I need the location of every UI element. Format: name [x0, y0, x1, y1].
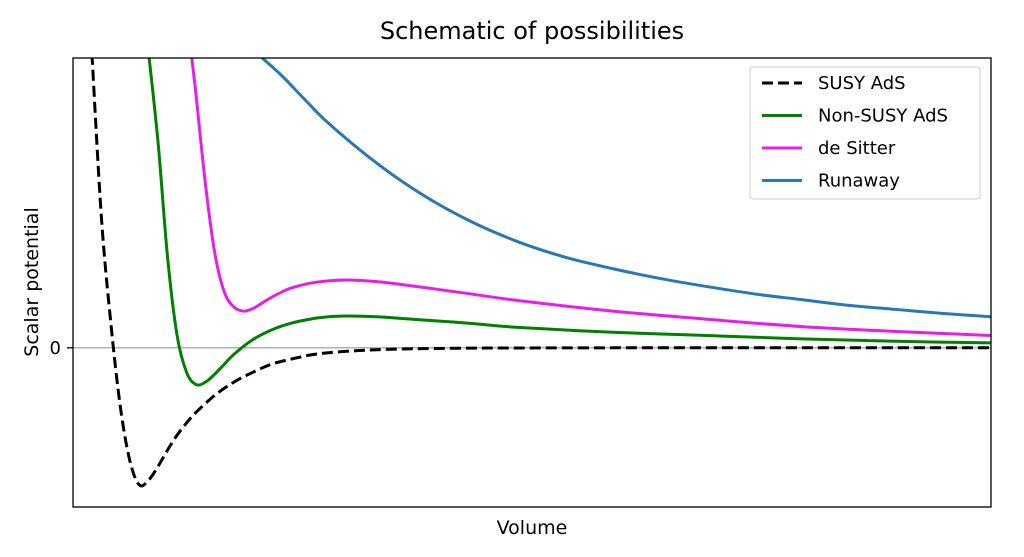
series-line-1 [147, 58, 991, 387]
plot-area [72, 57, 992, 508]
series-line-3 [259, 58, 991, 319]
legend-label-2: de Sitter [818, 138, 896, 159]
plot-frame [72, 57, 992, 508]
y-tick-label-0: 0 [50, 338, 61, 359]
legend-box [749, 66, 981, 200]
legend-label-3: Runaway [818, 171, 900, 192]
series-line-2 [190, 58, 991, 338]
legend-label-1: Non-SUSY AdS [818, 106, 948, 127]
x-axis-label: Volume [497, 517, 568, 539]
legend: SUSY AdS Non-SUSY AdS de Sitter Runaway [749, 66, 981, 200]
chart-title: Schematic of possibilities [380, 17, 684, 45]
legend-label-0: SUSY AdS [818, 73, 906, 94]
series-line-0 [90, 58, 991, 488]
y-axis-label: Scalar potential [21, 207, 43, 356]
